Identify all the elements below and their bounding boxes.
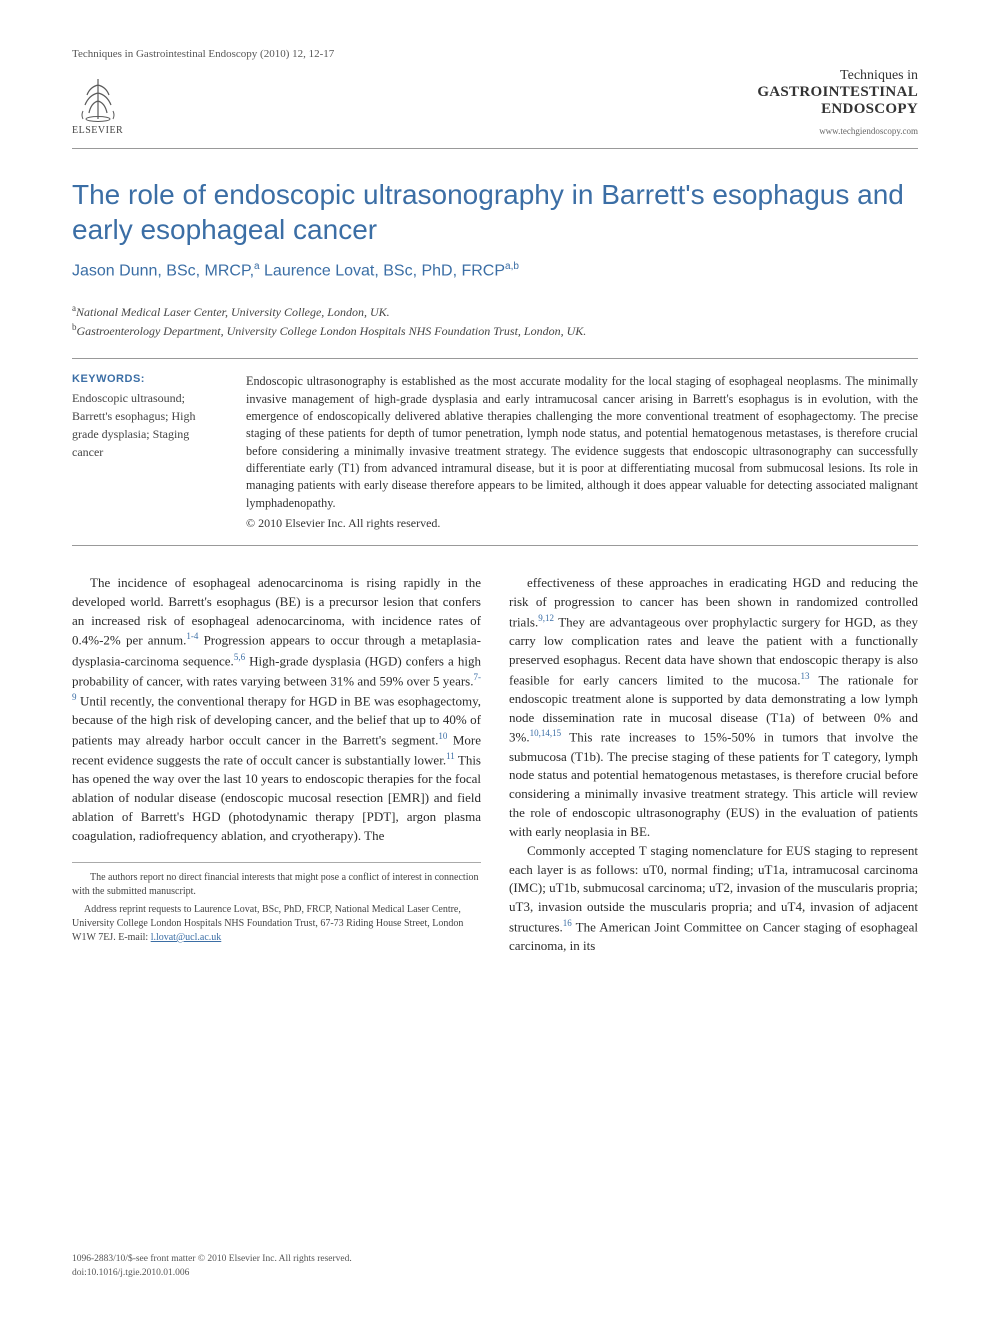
abstract-block: KEYWORDS: Endoscopic ultrasound; Barrett… — [72, 358, 918, 546]
header-bottom-row: ELSEVIER Techniques in GASTROINTESTINAL … — [72, 68, 918, 149]
article-title: The role of endoscopic ultrasonography i… — [72, 177, 918, 247]
authors-line: Jason Dunn, BSc, MRCP,a Laurence Lovat, … — [72, 261, 918, 280]
abstract-column: Endoscopic ultrasonography is establishe… — [246, 373, 918, 531]
page-footer: 1096-2883/10/$-see front matter © 2010 E… — [72, 1253, 352, 1280]
footnote-conflict: The authors report no direct financial i… — [72, 871, 481, 899]
footnote-reprint-text: Address reprint requests to Laurence Lov… — [72, 904, 463, 943]
journal-url: www.techgiendoscopy.com — [757, 126, 918, 136]
correspondence-email[interactable]: l.lovat@ucl.ac.uk — [151, 932, 222, 943]
journal-name-line1: Techniques in — [757, 68, 918, 84]
publisher-logo-block: ELSEVIER — [72, 75, 123, 136]
affiliation-b: bGastroenterology Department, University… — [72, 321, 918, 340]
body-paragraph: Commonly accepted T staging nomenclature… — [509, 842, 918, 956]
keywords-heading: KEYWORDS: — [72, 373, 222, 385]
body-column-right: effectiveness of these approaches in era… — [509, 574, 918, 956]
keywords-list: Endoscopic ultrasound; Barrett's esophag… — [72, 389, 222, 461]
keywords-column: KEYWORDS: Endoscopic ultrasound; Barrett… — [72, 373, 222, 531]
journal-name-line3: ENDOSCOPY — [757, 101, 918, 118]
abstract-copyright: © 2010 Elsevier Inc. All rights reserved… — [246, 516, 918, 531]
affiliation-text: Gastroenterology Department, University … — [77, 324, 587, 338]
body-paragraph: The incidence of esophageal adenocarcino… — [72, 574, 481, 846]
journal-reference: Techniques in Gastrointestinal Endoscopy… — [72, 48, 334, 60]
header-top-row: Techniques in Gastrointestinal Endoscopy… — [72, 48, 918, 60]
footer-doi: doi:10.1016/j.tgie.2010.01.006 — [72, 1267, 352, 1280]
affiliation-a: aNational Medical Laser Center, Universi… — [72, 302, 918, 321]
body-columns: The incidence of esophageal adenocarcino… — [72, 574, 918, 956]
body-paragraph: effectiveness of these approaches in era… — [509, 574, 918, 842]
affiliation-text: National Medical Laser Center, Universit… — [76, 305, 390, 319]
journal-name-line2: GASTROINTESTINAL — [757, 84, 918, 101]
footnote-reprint: Address reprint requests to Laurence Lov… — [72, 903, 481, 945]
footer-front-matter: 1096-2883/10/$-see front matter © 2010 E… — [72, 1253, 352, 1266]
elsevier-tree-icon — [75, 75, 121, 123]
abstract-text: Endoscopic ultrasonography is establishe… — [246, 373, 918, 512]
journal-title-block: Techniques in GASTROINTESTINAL ENDOSCOPY… — [757, 68, 918, 136]
affiliations-block: aNational Medical Laser Center, Universi… — [72, 302, 918, 340]
publisher-name: ELSEVIER — [72, 125, 123, 136]
footnotes-block: The authors report no direct financial i… — [72, 862, 481, 945]
body-column-left: The incidence of esophageal adenocarcino… — [72, 574, 481, 956]
